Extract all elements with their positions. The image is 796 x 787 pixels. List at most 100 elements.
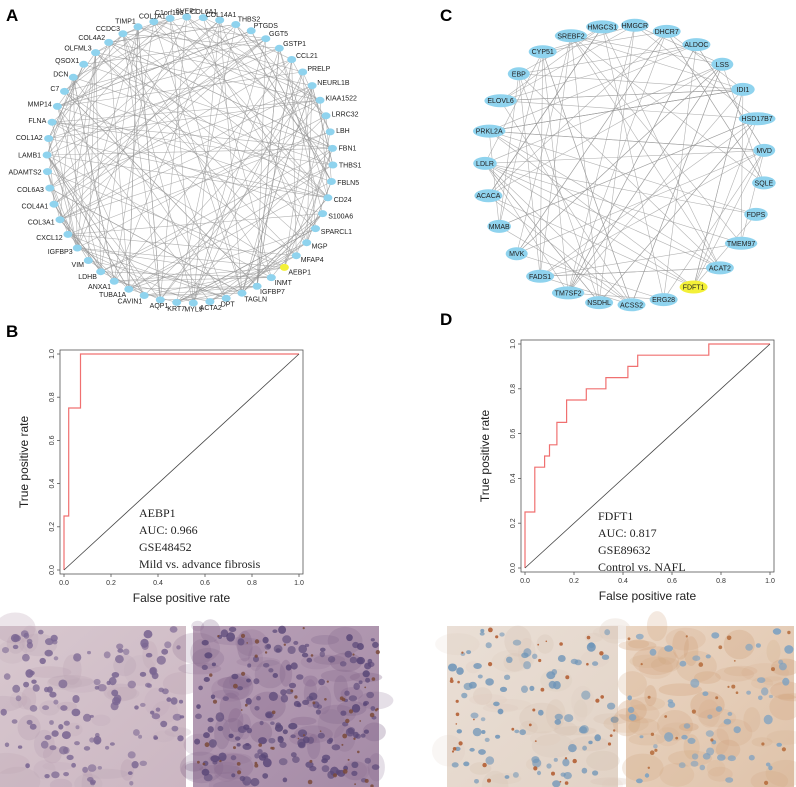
network-node[interactable]: LBH — [325, 128, 350, 136]
network-node[interactable]: LAMB1 — [18, 151, 52, 160]
network-node[interactable]: LDHB — [78, 268, 106, 281]
cell-nucleus — [705, 654, 711, 659]
network-node[interactable]: NEURL1B — [307, 80, 350, 90]
network-node[interactable]: GGT5 — [261, 31, 288, 43]
network-node[interactable]: FADS1 — [526, 269, 555, 283]
cell-nucleus — [493, 701, 500, 707]
network-node[interactable]: PTGDS — [246, 23, 279, 35]
network-node[interactable]: MFAP4 — [291, 252, 324, 264]
network-node[interactable]: SPARCL1 — [311, 225, 352, 236]
network-node[interactable]: FDPS — [744, 207, 768, 221]
cell-nucleus — [290, 662, 298, 670]
network-node[interactable]: SQLE — [752, 176, 776, 190]
network-node[interactable]: COL3A1 — [28, 216, 65, 227]
cell-nucleus — [44, 649, 53, 657]
network-node[interactable]: EBP — [507, 67, 530, 81]
network-node-label: GSTP1 — [283, 41, 306, 48]
network-node[interactable]: MMP14 — [28, 102, 62, 110]
network-node[interactable]: KRT7 — [167, 298, 185, 313]
network-node[interactable]: TM7SF2 — [551, 286, 585, 300]
network-node[interactable]: TUBA1A — [99, 285, 134, 300]
network-node[interactable]: LRRC32 — [321, 112, 359, 120]
network-node[interactable]: PRKL2A — [473, 124, 506, 138]
network-node[interactable]: AQP1 — [150, 296, 169, 310]
network-node[interactable]: ADAMTS2 — [8, 168, 52, 177]
network-node[interactable]: COL1A1 — [139, 13, 166, 26]
network-node[interactable]: TAGLN — [237, 289, 268, 304]
network-node[interactable]: AEBP1 — [279, 263, 311, 277]
network-node[interactable]: KIAA1522 — [315, 95, 358, 104]
tissue-region — [432, 734, 465, 767]
network-node[interactable]: PRELP — [298, 66, 331, 76]
network-node[interactable]: DCN — [53, 71, 78, 81]
network-node[interactable]: VIM — [72, 257, 93, 269]
network-node[interactable]: DHCR7 — [652, 24, 681, 38]
network-node[interactable]: COL4A2 — [78, 35, 114, 46]
network-node[interactable]: COL14A1 — [206, 12, 237, 24]
network-node[interactable]: CXCL12 — [36, 230, 73, 242]
network-node[interactable]: CD24 — [323, 194, 352, 204]
network-node[interactable]: GSTP1 — [274, 41, 306, 52]
network-node[interactable]: COL1A2 — [16, 135, 54, 142]
network-node[interactable]: CAVIN1 — [118, 292, 149, 306]
cell-nucleus — [63, 720, 70, 726]
network-node[interactable]: C1orf198 — [155, 10, 184, 22]
network-node[interactable]: OLFML3 — [64, 46, 101, 57]
network-node[interactable]: FBN1 — [328, 144, 357, 153]
network-node[interactable]: HSD17B7 — [738, 112, 776, 126]
network-node[interactable]: IDI1 — [731, 82, 755, 96]
network-node[interactable]: LSS — [711, 57, 734, 71]
network-node[interactable]: CCL21 — [287, 53, 318, 63]
network-node[interactable]: S100A6 — [318, 210, 353, 220]
cell-nucleus — [581, 767, 588, 774]
network-node[interactable]: THBS1 — [328, 161, 362, 170]
network-node[interactable]: ACAT2 — [705, 261, 734, 275]
roc-d-legend-auc: AUC: 0.817 — [598, 526, 657, 540]
network-node[interactable]: QSOX1 — [55, 58, 89, 68]
network-node[interactable]: ACACA — [474, 189, 503, 203]
network-node[interactable]: MVK — [505, 247, 528, 261]
network-node[interactable]: MVD — [753, 143, 776, 157]
network-node[interactable]: MYL9 — [184, 299, 203, 314]
network-node[interactable]: ANXA1 — [88, 277, 119, 291]
network-node[interactable]: INMT — [266, 274, 293, 287]
cell-nucleus — [150, 710, 155, 715]
network-node[interactable]: HMGCS1 — [586, 20, 619, 34]
network-node[interactable]: ACSS2 — [617, 298, 646, 312]
network-node[interactable]: COL6A3 — [17, 184, 55, 194]
network-node[interactable]: COL4A1 — [21, 200, 59, 211]
network-node[interactable]: ERG28 — [649, 293, 678, 307]
network-node[interactable]: NSDHL — [585, 296, 614, 310]
network-node[interactable]: HMGCR — [620, 18, 649, 32]
network-node[interactable]: ACTA2 — [200, 298, 222, 312]
network-node[interactable]: C7 — [50, 86, 69, 95]
network-node[interactable]: FDFT1 — [679, 280, 708, 294]
network-node[interactable]: TMEM97 — [724, 236, 758, 250]
cell-nucleus — [17, 745, 23, 749]
network-node-label: DPT — [221, 302, 236, 309]
network-node[interactable]: FLNA — [28, 118, 57, 126]
network-node[interactable]: CYP51 — [528, 45, 557, 59]
network-node[interactable]: SREBF2 — [554, 29, 588, 43]
network-node[interactable]: COL6A1 — [190, 9, 217, 22]
network-node[interactable]: FBLN5 — [326, 178, 359, 187]
network-node[interactable]: CCDC3 — [96, 26, 128, 38]
cell-nucleus — [156, 655, 166, 665]
tissue-region — [710, 728, 730, 755]
x-tick-label: 0.6 — [200, 580, 210, 587]
network-node[interactable]: DPT — [221, 294, 236, 309]
cell-nucleus — [290, 734, 296, 739]
network-node[interactable]: THBS2 — [231, 16, 260, 28]
network-node[interactable]: IGFBP3 — [48, 244, 82, 257]
network-node[interactable]: IGFBP7 — [252, 282, 285, 296]
network-node[interactable]: LDLR — [473, 156, 497, 170]
cell-nucleus — [306, 657, 313, 663]
network-node[interactable]: ELOVL6 — [484, 94, 517, 108]
network-node[interactable]: ALDOC — [682, 38, 711, 52]
network-node-label: KIAA1522 — [325, 95, 357, 102]
network-node[interactable]: MGP — [302, 239, 328, 251]
y-tick-label: 0.4 — [510, 473, 517, 483]
network-node[interactable]: MMAB — [487, 219, 512, 233]
network-node[interactable]: SVEP1 — [175, 9, 198, 21]
network-node[interactable]: TIMP1 — [115, 19, 143, 31]
